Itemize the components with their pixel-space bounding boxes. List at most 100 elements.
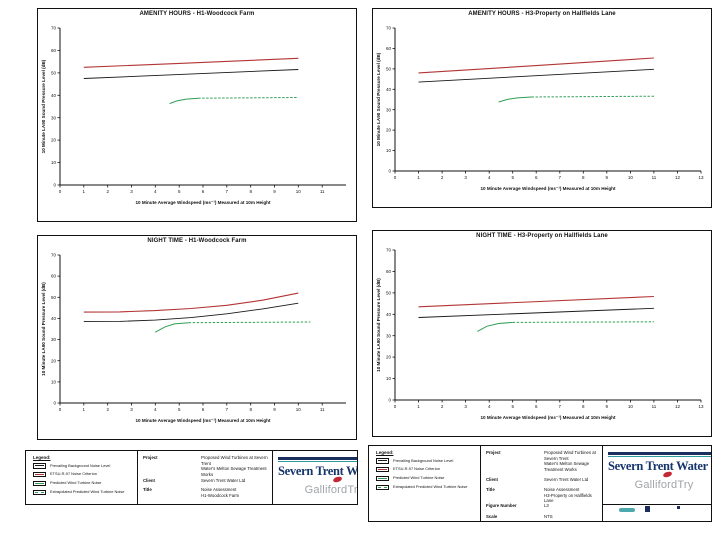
svg-text:6: 6 [202, 189, 205, 194]
svg-text:60: 60 [51, 274, 57, 279]
svg-text:7: 7 [559, 404, 562, 409]
partial-logo-fragment [645, 506, 650, 512]
svg-text:20: 20 [386, 355, 392, 360]
legend-item-criterion: ETSU-R-97 Noise Criterion [376, 467, 478, 473]
svg-text:2: 2 [441, 404, 444, 409]
svg-text:11: 11 [320, 189, 325, 194]
svg-text:0: 0 [59, 407, 62, 412]
legend-item-criterion: ETSU-R-97 Noise Criterion [33, 472, 135, 478]
title-block-right: Legend: Prevailing Background Noise Leve… [368, 445, 712, 522]
legend-item-extrapolated: Extrapolated Predicted Wind Turbine Nois… [376, 484, 478, 491]
svg-text:4: 4 [154, 189, 157, 194]
night-time-h1-chart: 0 1 2 3 4 5 6 7 8 9 10 11 0 10 20 30 40 50 60 70 10 Minute A… [37, 235, 357, 440]
logo-rule-teal [278, 461, 357, 463]
legend-item-predicted: Predicted Wind Turbine Noise [376, 476, 478, 482]
svg-text:8: 8 [249, 189, 252, 194]
legend-title: Legend: [33, 455, 51, 460]
svg-text:10: 10 [386, 148, 392, 153]
svg-text:8: 8 [582, 175, 585, 180]
svg-text:10 Minute LA90 Sound Pressure: 10 Minute LA90 Sound Pressure Level (dB) [41, 282, 46, 376]
svg-text:50: 50 [51, 71, 57, 76]
severn-trent-water-logo: Severn Trent Water GallifordTry [608, 452, 711, 493]
svg-text:9: 9 [273, 407, 276, 412]
galliford-try-logo: GallifordTry [608, 470, 711, 493]
svg-text:10 Minute Average Windspeed (m: 10 Minute Average Windspeed (ms⁻¹) Measu… [480, 415, 616, 420]
svg-text:40: 40 [386, 312, 392, 317]
svg-text:50: 50 [386, 67, 392, 72]
svg-text:13: 13 [698, 404, 704, 409]
svg-text:0: 0 [53, 183, 56, 188]
svg-text:11: 11 [652, 175, 657, 180]
svg-text:50: 50 [386, 291, 392, 296]
legend-item-extrapolated: Extrapolated Predicted Wind Turbine Nois… [33, 489, 135, 496]
svg-text:70: 70 [51, 26, 57, 31]
svg-text:60: 60 [386, 269, 392, 274]
svg-text:10 Minute LA90 Sound Pressure: 10 Minute LA90 Sound Pressure Level (dB) [376, 278, 381, 372]
svg-text:6: 6 [202, 407, 205, 412]
logo-cell-right: Severn Trent Water GallifordTry [603, 446, 711, 521]
chart-title: AMENITY HOURS - H3-Property on Hallfield… [468, 11, 616, 17]
svg-text:20: 20 [51, 358, 57, 363]
svg-text:5: 5 [511, 175, 514, 180]
night-time-h3-chart: 0 1 2 3 4 5 6 7 8 9 10 11 12 13 0 10 20 30 40 50 60 70 10 Minu… [372, 230, 712, 437]
svg-text:10: 10 [296, 189, 302, 194]
svg-text:10 Minute LA90 Sound Pressure: 10 Minute LA90 Sound Pressure Level (dB) [376, 52, 381, 146]
svg-text:50: 50 [51, 295, 57, 300]
svg-text:11: 11 [652, 404, 657, 409]
svg-text:60: 60 [386, 46, 392, 51]
background-line-swatch [33, 463, 46, 469]
svg-text:30: 30 [51, 337, 57, 342]
svg-text:70: 70 [386, 26, 392, 31]
chart-title: NIGHT TIME - H3-Property on Hallfields L… [476, 233, 608, 239]
svg-text:10: 10 [628, 404, 634, 409]
logo-divider [603, 504, 711, 505]
svg-text:30: 30 [51, 115, 57, 120]
svg-text:0: 0 [388, 169, 391, 174]
extrapolated-line-swatch [33, 489, 46, 496]
report-page-h1: 0 1 2 3 4 5 6 7 8 9 10 11 0 10 20 30 40 50 60 70 10 Minute A… [8, 0, 360, 512]
svg-text:6: 6 [535, 175, 538, 180]
svg-text:5: 5 [511, 404, 514, 409]
severn-trent-water-logo: Severn Trent Water GallifordTry [278, 457, 357, 498]
legend-box: Legend: Prevailing Background Noise Leve… [369, 446, 481, 521]
svg-text:40: 40 [386, 87, 392, 92]
title-block-left: Legend: Prevailing Background Noise Leve… [25, 450, 358, 505]
svg-text:1: 1 [83, 189, 86, 194]
svg-text:10 Minute Average Windspeed (m: 10 Minute Average Windspeed (ms⁻¹) Measu… [480, 186, 616, 191]
predicted-line-swatch [33, 480, 46, 487]
criterion-line-swatch [33, 471, 46, 478]
svg-text:1: 1 [417, 404, 420, 409]
svg-text:2: 2 [106, 407, 109, 412]
partial-logo-fragment [619, 508, 635, 512]
report-page-h3: 0 1 2 3 4 5 6 7 8 9 10 11 12 13 0 10 20 30 40 50 60 70 10 Minu… [364, 0, 716, 528]
legend-title: Legend: [376, 450, 394, 455]
svg-text:12: 12 [675, 404, 681, 409]
logo-rule-navy [608, 452, 711, 455]
svg-text:9: 9 [606, 404, 609, 409]
svg-text:70: 70 [51, 253, 57, 258]
legend-item-background: Prevailing Background Noise Level [376, 458, 478, 464]
svg-text:3: 3 [464, 404, 467, 409]
svg-text:10 Minute LA90 Sound Pressure: 10 Minute LA90 Sound Pressure Level (dB) [41, 59, 46, 153]
svg-text:4: 4 [488, 404, 491, 409]
svg-text:0: 0 [53, 401, 56, 406]
svg-text:2: 2 [441, 175, 444, 180]
amenity-hours-h1-plot: 0 1 2 3 4 5 6 7 8 9 10 11 0 10 20 30 40 50 60 70 10 Minute A… [38, 9, 356, 221]
criterion-line-swatch [376, 466, 389, 473]
legend-box: Legend: Prevailing Background Noise Leve… [26, 451, 138, 504]
svg-text:5: 5 [178, 407, 181, 412]
svg-text:0: 0 [388, 398, 391, 403]
legend-item-background: Prevailing Background Noise Level [33, 463, 135, 469]
background-line-swatch [376, 458, 389, 464]
extrapolated-line-swatch [376, 484, 389, 491]
legend-item-predicted: Predicted Wind Turbine Noise [33, 481, 135, 487]
amenity-hours-h3-chart: 0 1 2 3 4 5 6 7 8 9 10 11 12 13 0 10 20 30 40 50 60 70 10 Minu… [372, 8, 712, 208]
svg-text:8: 8 [249, 407, 252, 412]
svg-text:10: 10 [51, 380, 57, 385]
project-info-left: Project Proposed Wind Turbines at Severn… [138, 451, 273, 504]
svg-text:10 Minute Average Windspeed (m: 10 Minute Average Windspeed (ms⁻¹) Measu… [135, 418, 271, 423]
svg-text:1: 1 [417, 175, 420, 180]
chart-title: NIGHT TIME - H1-Woodcock Farm [147, 238, 247, 244]
night-time-h1-plot: 0 1 2 3 4 5 6 7 8 9 10 11 0 10 20 30 40 50 60 70 10 Minute A… [38, 236, 356, 439]
